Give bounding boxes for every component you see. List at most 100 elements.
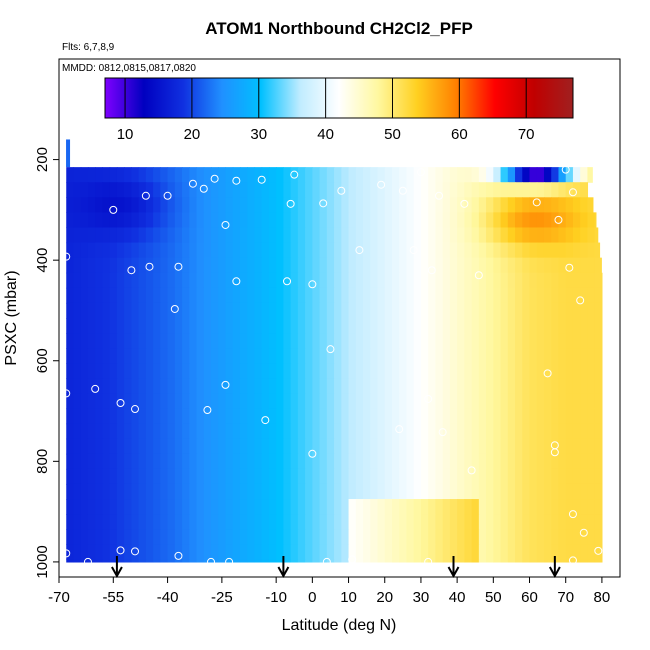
heatmap-cell bbox=[124, 212, 132, 229]
heatmap-cell bbox=[283, 559, 292, 563]
y-tick-label: 200 bbox=[34, 147, 51, 172]
heatmap-cell bbox=[471, 302, 480, 319]
heatmap-cell bbox=[449, 363, 458, 379]
heatmap-cell bbox=[261, 227, 270, 244]
heatmap-cell bbox=[225, 378, 234, 395]
heatmap-cell bbox=[116, 257, 125, 274]
heatmap-cell bbox=[87, 483, 96, 500]
heatmap-cell bbox=[283, 167, 292, 183]
heatmap-cell bbox=[276, 499, 284, 515]
heatmap-cell bbox=[522, 544, 531, 560]
heatmap-cell bbox=[522, 167, 531, 183]
heatmap-cell bbox=[334, 408, 342, 425]
heatmap-cell bbox=[413, 544, 422, 560]
chart-title: ATOM1 Northbound CH2Cl2_PFP bbox=[205, 19, 473, 38]
heatmap-cell bbox=[87, 393, 96, 410]
heatmap-cell bbox=[449, 182, 458, 198]
heatmap-cell bbox=[428, 514, 437, 530]
heatmap-cell bbox=[493, 423, 502, 440]
heatmap-cell bbox=[406, 453, 415, 470]
heatmap-cell bbox=[145, 499, 154, 515]
heatmap-cell bbox=[384, 227, 393, 244]
heatmap-cell bbox=[290, 514, 299, 530]
heatmap-cell bbox=[464, 499, 473, 515]
heatmap-cell bbox=[370, 393, 379, 410]
heatmap-cell bbox=[543, 272, 552, 289]
heatmap-cell bbox=[471, 378, 480, 395]
heatmap-cell bbox=[167, 483, 176, 500]
heatmap-cell bbox=[370, 453, 379, 470]
heatmap-cell bbox=[261, 468, 270, 485]
heatmap-cell bbox=[507, 227, 516, 244]
heatmap-cell bbox=[160, 363, 169, 379]
heatmap-cell bbox=[145, 212, 154, 229]
heatmap-cell bbox=[377, 348, 386, 364]
heatmap-cell bbox=[348, 393, 357, 410]
heatmap-cell bbox=[95, 272, 104, 289]
heatmap-cell bbox=[442, 197, 451, 213]
heatmap-cell bbox=[182, 423, 190, 440]
heatmap-cell bbox=[87, 363, 96, 379]
heatmap-cell bbox=[116, 227, 125, 244]
sample-marker bbox=[435, 191, 444, 200]
heatmap-cell bbox=[572, 302, 581, 319]
heatmap-cell bbox=[261, 499, 270, 515]
heatmap-cell bbox=[153, 393, 161, 410]
heatmap-cell bbox=[211, 302, 219, 319]
heatmap-cell bbox=[449, 333, 458, 349]
heatmap-cell bbox=[160, 514, 169, 530]
sample-marker bbox=[576, 296, 585, 305]
heatmap-cell bbox=[225, 559, 234, 563]
heatmap-cell bbox=[268, 272, 277, 289]
heatmap-cell bbox=[109, 363, 118, 379]
heatmap-cell bbox=[276, 438, 284, 455]
heatmap-cell bbox=[464, 468, 473, 485]
heatmap-cell bbox=[377, 514, 386, 530]
heatmap-cell bbox=[138, 302, 147, 319]
heatmap-cell bbox=[348, 318, 357, 334]
heatmap-cell bbox=[73, 438, 82, 455]
heatmap-cell bbox=[587, 287, 596, 304]
heatmap-cell bbox=[66, 423, 75, 440]
heatmap-cell bbox=[449, 227, 458, 244]
heatmap-cell bbox=[131, 544, 140, 560]
heatmap-cell bbox=[131, 393, 140, 410]
heatmap-cell bbox=[529, 257, 538, 274]
heatmap-cell bbox=[239, 212, 248, 229]
heatmap-cell bbox=[290, 378, 299, 395]
heatmap-cell bbox=[522, 257, 531, 274]
heatmap-cell bbox=[551, 499, 560, 515]
colorbar: 10 20 30 40 50 60 70 bbox=[104, 77, 574, 143]
heatmap-cell bbox=[449, 378, 458, 395]
heatmap-cell bbox=[565, 287, 574, 304]
heatmap-cell bbox=[254, 468, 263, 485]
heatmap-cell bbox=[66, 544, 75, 560]
x-tick-label: -70 bbox=[48, 589, 70, 606]
heatmap-cell bbox=[153, 272, 161, 289]
heatmap-cell bbox=[326, 544, 335, 560]
heatmap-cell bbox=[420, 167, 429, 183]
heatmap-cell bbox=[109, 438, 118, 455]
heatmap-cell bbox=[225, 544, 234, 560]
heatmap-cell bbox=[153, 468, 161, 485]
heatmap-cell bbox=[587, 257, 596, 274]
heatmap-cell bbox=[225, 393, 234, 410]
heatmap-cell bbox=[131, 453, 140, 470]
heatmap-cell bbox=[218, 423, 227, 440]
heatmap-cell bbox=[66, 514, 75, 530]
heatmap-cell bbox=[471, 348, 480, 364]
heatmap-cell bbox=[565, 514, 574, 530]
heatmap-cell bbox=[435, 378, 444, 395]
heatmap-cell bbox=[587, 438, 596, 455]
heatmap-cell bbox=[218, 499, 227, 515]
heatmap-cell bbox=[486, 408, 494, 425]
heatmap-cell bbox=[500, 453, 509, 470]
heatmap-cell bbox=[580, 363, 589, 379]
heatmap-cell bbox=[326, 378, 335, 395]
heatmap-cell bbox=[87, 302, 96, 319]
heatmap-cell bbox=[565, 302, 574, 319]
heatmap-cell bbox=[196, 378, 205, 395]
heatmap-cell bbox=[478, 363, 487, 379]
heatmap-cell bbox=[268, 559, 277, 563]
heatmap-cell bbox=[471, 197, 480, 213]
